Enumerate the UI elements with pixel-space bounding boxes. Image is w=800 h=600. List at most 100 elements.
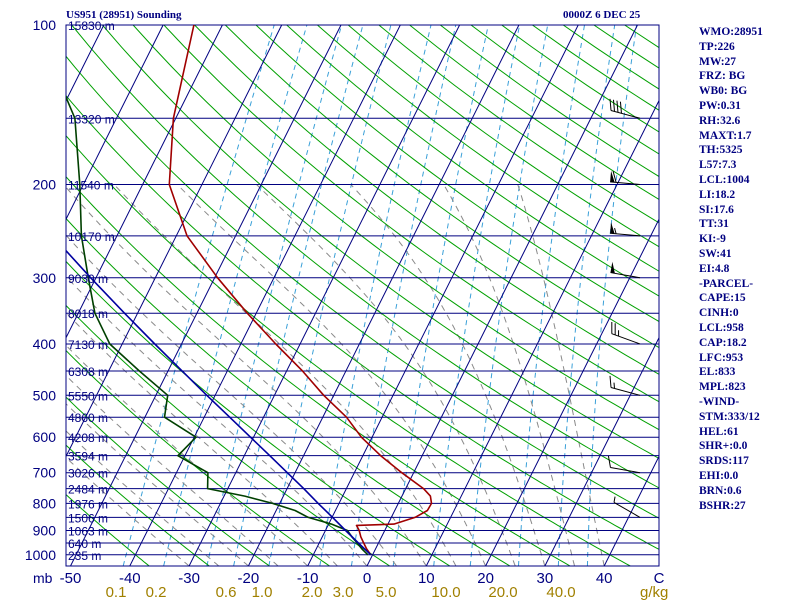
index-item: FRZ: BG bbox=[699, 70, 746, 83]
dry-adiabat bbox=[66, 444, 210, 566]
height-label: 5550 m bbox=[68, 389, 108, 403]
moist-adiabat bbox=[66, 311, 338, 566]
pressure-tick-label: 1000 bbox=[25, 547, 56, 563]
mixing-ratio-line bbox=[518, 25, 585, 566]
temp-tick-label: 20 bbox=[477, 570, 494, 587]
wind-barb bbox=[610, 170, 641, 185]
moist-adiabat bbox=[66, 403, 249, 566]
index-item: CAPE:15 bbox=[699, 292, 746, 305]
index-item: LCL:958 bbox=[699, 321, 744, 334]
index-item: STM:333/12 bbox=[699, 410, 760, 423]
wind-barb bbox=[610, 261, 641, 279]
wind-barb-staff bbox=[610, 467, 641, 474]
pressure-tick-label: 800 bbox=[33, 495, 57, 511]
index-item: EI:4.8 bbox=[699, 262, 730, 275]
height-label: 235 m bbox=[68, 549, 101, 563]
temperature-trace bbox=[168, 25, 433, 556]
wind-barb-feather bbox=[616, 100, 619, 113]
wind-barb-feather bbox=[619, 101, 622, 114]
dry-adiabat bbox=[66, 55, 659, 519]
temp-unit-label: C bbox=[654, 570, 665, 587]
moist-adiabat bbox=[517, 184, 605, 566]
index-item: RH:32.6 bbox=[699, 114, 741, 127]
wind-barb bbox=[609, 375, 641, 396]
dry-adiabat bbox=[66, 260, 451, 566]
height-label: 1063 m bbox=[68, 525, 108, 539]
pressure-tick-label: 100 bbox=[33, 17, 57, 33]
wind-barb bbox=[607, 455, 641, 474]
isobars bbox=[66, 24, 659, 556]
index-item: BRN:0.6 bbox=[699, 484, 742, 497]
dry-adiabat bbox=[66, 94, 659, 550]
mixing-ratio-label: 20.0 bbox=[488, 584, 517, 600]
mixing-ratio-line bbox=[206, 25, 343, 566]
mixing-ratio-label: 5.0 bbox=[376, 584, 397, 600]
index-item: EHI:0.0 bbox=[699, 469, 739, 482]
wind-barb-feather bbox=[609, 98, 612, 111]
moist-adiabat bbox=[66, 344, 309, 566]
moist-adiabats bbox=[66, 184, 605, 566]
moist-adiabat bbox=[66, 430, 220, 566]
mixing-ratio-line bbox=[469, 25, 549, 566]
dry-adiabat bbox=[102, 25, 659, 459]
index-item: TH:5325 bbox=[699, 144, 743, 157]
moist-adiabat bbox=[66, 234, 398, 566]
height-label: 4208 m bbox=[68, 431, 108, 445]
temp-tick-label: 40 bbox=[596, 570, 613, 587]
dry-adiabat bbox=[224, 25, 659, 349]
wind-barb-staff bbox=[610, 387, 641, 396]
wind-barb-half bbox=[614, 227, 617, 234]
mixing-ratio-label: 40.0 bbox=[546, 584, 575, 600]
temp-axis-unit-mb: mb bbox=[33, 570, 53, 586]
wind-barb-feather bbox=[612, 99, 615, 112]
moist-adiabat bbox=[66, 374, 279, 566]
isotherm bbox=[247, 25, 520, 566]
height-label: 1976 m bbox=[68, 497, 108, 511]
mixing-ratio-label: 0.2 bbox=[146, 584, 167, 600]
height-label: 11540 m bbox=[68, 178, 114, 192]
moist-adiabat bbox=[176, 184, 487, 566]
wind-barb bbox=[609, 98, 641, 119]
mixing-ratio-unit: g/kg bbox=[640, 584, 668, 600]
mixing-ratio-line bbox=[233, 25, 364, 566]
mixing-ratio-line bbox=[122, 25, 275, 566]
height-label: 4860 m bbox=[68, 411, 108, 425]
index-item: WMO:28951 bbox=[699, 26, 763, 38]
wind-barb-staff bbox=[610, 272, 641, 279]
height-label: 640 m bbox=[68, 537, 101, 551]
wind-barb bbox=[613, 496, 641, 518]
temp-tick-label: -30 bbox=[178, 570, 200, 587]
moist-adiabat bbox=[350, 184, 546, 566]
index-item: KI:-9 bbox=[699, 233, 726, 246]
mixing-ratio-label: 0.1 bbox=[106, 584, 127, 600]
index-item: LFC:953 bbox=[699, 351, 744, 364]
dry-adiabat bbox=[66, 175, 571, 566]
height-label: 9030 m bbox=[68, 272, 108, 286]
index-item: MW:27 bbox=[699, 55, 737, 68]
temp-tick-label: 30 bbox=[537, 570, 554, 587]
temp-tick-label: 0 bbox=[363, 570, 371, 587]
mixing-ratio-line bbox=[163, 25, 308, 566]
index-item: L57:7.3 bbox=[699, 159, 737, 172]
pressure-tick-label: 200 bbox=[33, 176, 57, 192]
mixing-ratio-line bbox=[433, 25, 521, 566]
wind-barb-staff bbox=[610, 110, 641, 119]
index-item: HEL:61 bbox=[699, 425, 739, 438]
index-item: CAP:18.2 bbox=[699, 336, 747, 349]
temp-tick-label: -50 bbox=[60, 570, 82, 587]
index-item: WB0: BG bbox=[699, 85, 748, 98]
dry-adiabat bbox=[132, 25, 659, 431]
isotherm bbox=[129, 25, 401, 566]
wind-barb bbox=[611, 321, 641, 345]
isotherm bbox=[544, 336, 659, 566]
wind-barb-staff bbox=[610, 232, 641, 237]
height-label: 3594 m bbox=[68, 450, 108, 464]
dry-adiabat bbox=[66, 304, 390, 566]
dry-adiabat bbox=[66, 493, 150, 566]
pressure-tick-label: 300 bbox=[33, 270, 57, 286]
index-item: MPL:823 bbox=[699, 381, 746, 394]
index-item: MAXT:1.7 bbox=[699, 129, 752, 142]
height-label: 15830 m bbox=[68, 19, 115, 33]
